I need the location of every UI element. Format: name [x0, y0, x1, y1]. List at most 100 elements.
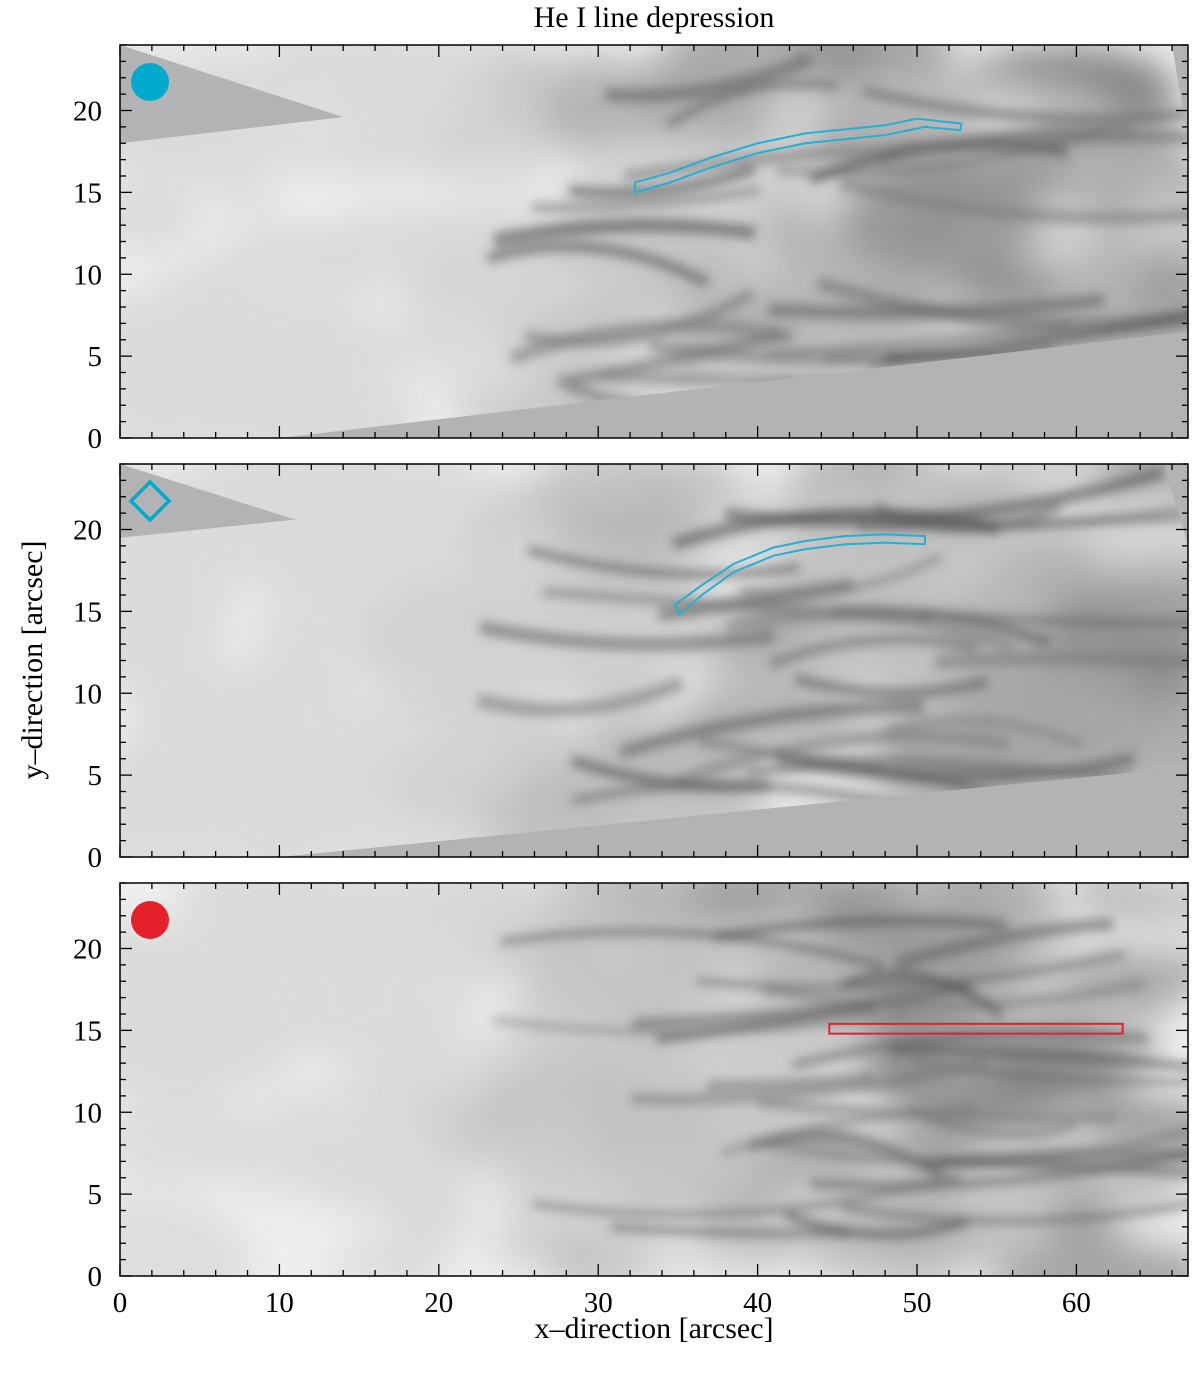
x-tick-label: 60 — [1062, 1287, 1091, 1319]
texture-blob — [235, 218, 337, 267]
map-texture — [120, 464, 1188, 857]
x-axis-label: x–direction [arcsec] — [534, 1312, 773, 1345]
fibril — [890, 1044, 1188, 1072]
fibril — [632, 981, 974, 1029]
x-tick-label: 20 — [424, 1287, 453, 1319]
fibril — [568, 164, 757, 199]
y-tick-label: 15 — [73, 596, 102, 628]
x-tick-label: 40 — [743, 1287, 772, 1319]
y-tick-label: 0 — [88, 423, 103, 455]
texture-blob — [338, 1045, 492, 1099]
blank-region-top-right — [1164, 464, 1188, 546]
y-axis-label: y–direction [arcsec] — [16, 540, 49, 779]
panel-top: 0 5 10 15 20 — [73, 44, 1189, 455]
texture-blob — [246, 665, 330, 718]
fibril-contour — [633, 117, 963, 194]
fibril — [793, 673, 989, 699]
texture-blob — [1112, 1182, 1181, 1209]
fibril — [861, 85, 1188, 124]
fibril — [530, 185, 761, 212]
texture-blob — [361, 883, 483, 959]
fibril — [500, 928, 883, 970]
texture-blob — [485, 1227, 554, 1268]
texture-blob — [120, 973, 303, 1105]
texture-blob — [120, 1197, 252, 1276]
intensity-map — [120, 883, 1188, 1276]
texture-blob — [195, 716, 277, 746]
texture-blob — [120, 738, 181, 831]
intensity-map — [120, 464, 1188, 857]
x-tick-label: 50 — [903, 1287, 932, 1319]
texture-blob — [530, 905, 708, 1015]
y-tick-label: 10 — [73, 259, 102, 291]
selection-rectangle — [828, 1022, 1124, 1035]
texture-blob — [318, 205, 512, 260]
fibril — [790, 1029, 1149, 1070]
fibril — [841, 1200, 1188, 1225]
y-tick-label: 5 — [88, 760, 103, 792]
fibril — [757, 1098, 1116, 1122]
x-tick-label: 30 — [584, 1287, 613, 1319]
blank-region-bottom-right — [279, 331, 1188, 438]
fibril — [527, 545, 800, 579]
texture-blob — [330, 1157, 463, 1221]
fibril — [768, 634, 978, 669]
fibril — [476, 676, 685, 717]
texture-blob — [336, 945, 483, 1041]
panel-marker-diamond — [128, 479, 172, 523]
fibril — [768, 293, 1105, 320]
texture-blob — [208, 176, 276, 215]
texture-blob — [483, 297, 547, 332]
fibril — [671, 507, 1000, 551]
texture-blob — [556, 497, 712, 568]
fibrils — [476, 466, 1188, 823]
y-tick-label: 5 — [88, 341, 103, 373]
y-tick-label: 5 — [88, 1179, 103, 1211]
y-tick-label: 20 — [73, 934, 102, 966]
texture-blob — [120, 356, 251, 438]
texture-blob — [584, 1238, 714, 1273]
texture-blob — [120, 562, 222, 663]
y-tick-label: 20 — [73, 515, 102, 547]
fibril — [631, 1057, 989, 1105]
fibril — [604, 52, 813, 103]
fibrils — [492, 916, 1188, 1240]
fibril — [610, 1223, 850, 1238]
texture-blob — [164, 1108, 261, 1148]
fibril — [618, 700, 924, 760]
panel-bottom: 0 5 10 15 20 0 10 20 30 40 50 60 — [73, 882, 1189, 1319]
y-tick-label: 20 — [73, 96, 102, 128]
fibril-contour — [673, 533, 926, 617]
fibril — [798, 755, 1138, 788]
y-tick-label: 15 — [73, 1015, 102, 1047]
texture-blob — [184, 780, 289, 812]
panel-middle: 0 5 10 15 20 — [73, 463, 1189, 874]
y-tick-label: 10 — [73, 678, 102, 710]
y-tick-label: 0 — [88, 842, 103, 874]
fibril — [883, 309, 1188, 365]
intensity-map — [120, 45, 1188, 438]
x-tick-label: 0 — [113, 1287, 128, 1319]
y-tick-label: 10 — [73, 1097, 102, 1129]
texture-blob — [1043, 1216, 1125, 1252]
panel-marker-circle — [131, 901, 169, 939]
texture-blob — [987, 1240, 1188, 1276]
fibril — [882, 717, 1085, 749]
fibril — [936, 1158, 1188, 1177]
texture-blob — [253, 1082, 414, 1156]
blank-region-top-right — [1172, 45, 1188, 144]
y-tick-label: 0 — [88, 1261, 103, 1293]
fibril — [918, 609, 1188, 627]
texture-blob — [332, 1238, 428, 1276]
fibril — [738, 553, 944, 599]
texture-blob — [825, 476, 925, 512]
fibril — [697, 951, 1126, 991]
texture-blob — [1071, 565, 1188, 627]
texture-blob — [957, 265, 1065, 307]
fibril — [508, 318, 795, 366]
fibril — [934, 651, 1188, 669]
ticks — [119, 44, 1188, 439]
fibril — [762, 978, 1145, 1011]
ticks — [119, 882, 1188, 1277]
